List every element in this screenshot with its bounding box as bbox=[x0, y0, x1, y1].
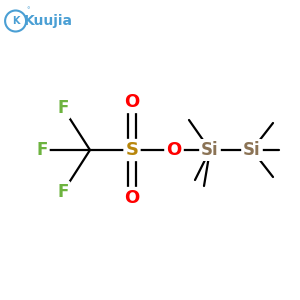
Text: F: F bbox=[36, 141, 48, 159]
Text: F: F bbox=[57, 183, 69, 201]
Text: Si: Si bbox=[243, 141, 261, 159]
Text: K: K bbox=[12, 16, 20, 26]
Text: O: O bbox=[124, 189, 140, 207]
Text: O: O bbox=[124, 93, 140, 111]
Text: F: F bbox=[57, 99, 69, 117]
Text: S: S bbox=[125, 141, 139, 159]
Text: Kuujia: Kuujia bbox=[24, 14, 73, 28]
Text: °: ° bbox=[27, 8, 30, 14]
Text: Si: Si bbox=[201, 141, 219, 159]
Text: O: O bbox=[167, 141, 182, 159]
